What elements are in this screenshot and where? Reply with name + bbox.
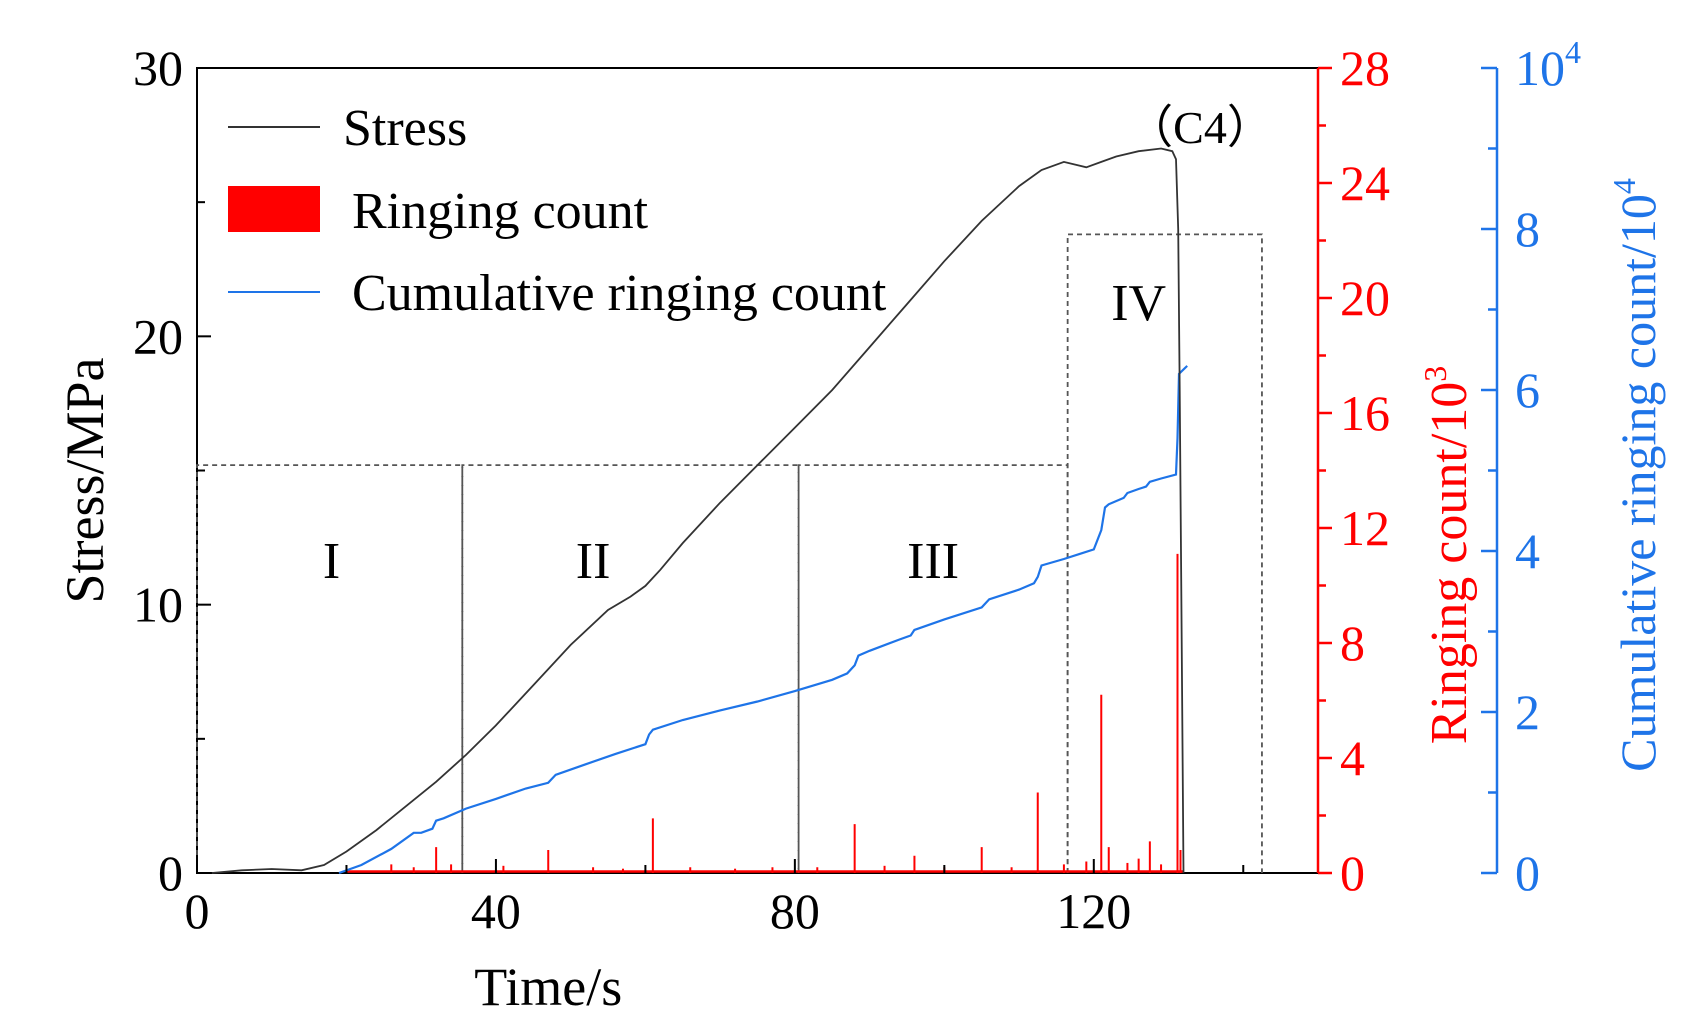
x-tick-label: 0 bbox=[185, 883, 210, 939]
cumulative-series bbox=[338, 365, 1188, 875]
cumulative-tick-label: 8 bbox=[1515, 201, 1540, 257]
stress-series bbox=[211, 147, 1185, 874]
stress-axis-label: Stress/MPa bbox=[55, 357, 115, 603]
stage-label-III: III bbox=[907, 533, 959, 590]
stage-label-I: I bbox=[323, 533, 340, 590]
cumulative-top-tick-exponent: 4 bbox=[1565, 34, 1581, 70]
legend-label: Ringing count bbox=[352, 183, 649, 240]
ringing-tick-label: 28 bbox=[1340, 40, 1390, 96]
stress-tick-label: 0 bbox=[158, 845, 183, 901]
ringing-tick-label: 4 bbox=[1340, 730, 1365, 786]
ringing-tick-label: 24 bbox=[1340, 155, 1390, 211]
panel-label: （C4） bbox=[1127, 102, 1273, 153]
x-tick-label: 40 bbox=[471, 883, 521, 939]
ringing-tick-label: 12 bbox=[1340, 500, 1390, 556]
stage-label-II: II bbox=[576, 533, 611, 590]
stress-tick-label: 10 bbox=[133, 577, 183, 633]
x-axis-label: Time/s bbox=[474, 957, 622, 1017]
x-tick-label: 80 bbox=[770, 883, 820, 939]
stress-tick-label: 20 bbox=[133, 308, 183, 364]
legend: Stress Ringing count Cumulative ringing co… bbox=[228, 100, 887, 322]
x-tick-label: 120 bbox=[1056, 883, 1131, 939]
cumulative-tick-label: 104 bbox=[1515, 34, 1581, 96]
ringing-tick-label: 20 bbox=[1340, 270, 1390, 326]
ringing-axis-label: Ringing count/103 bbox=[1417, 366, 1478, 745]
cumulative-line bbox=[338, 365, 1188, 875]
cumulative-tick-label: 4 bbox=[1515, 523, 1540, 579]
legend-swatch-ringing bbox=[228, 186, 320, 232]
cumulative-axis-label: Cumulative ringing count/104 bbox=[1606, 178, 1666, 772]
stress-line bbox=[211, 147, 1185, 874]
cumulative-tick-label: 2 bbox=[1515, 684, 1540, 740]
stress-tick-label: 30 bbox=[133, 40, 183, 96]
legend-label: Cumulative ringing count bbox=[352, 265, 887, 322]
stage-box-IV bbox=[1066, 233, 1263, 873]
cumulative-tick-label: 0 bbox=[1515, 845, 1540, 901]
stage-box-I bbox=[196, 464, 464, 873]
ringing-tick-label: 8 bbox=[1340, 615, 1365, 671]
cumulative-axis-label-exp: 4 bbox=[1606, 178, 1642, 194]
stage-label-IV: IV bbox=[1111, 275, 1166, 332]
ringing-axis-label-exp: 3 bbox=[1417, 366, 1453, 382]
ringing-count-bars bbox=[346, 553, 1184, 873]
cumulative-tick-label: 6 bbox=[1515, 362, 1540, 418]
stage-box-III bbox=[797, 464, 1069, 873]
legend-label: Stress bbox=[343, 100, 467, 157]
cumulative-axis-label-main: Cumulative ringing count/10 bbox=[1610, 194, 1666, 772]
stage-box-II bbox=[461, 464, 800, 873]
ringing-tick-label: 16 bbox=[1340, 385, 1390, 441]
ringing-tick-label: 0 bbox=[1340, 845, 1365, 901]
ringing-axis-label-main: Ringing count/10 bbox=[1421, 382, 1478, 745]
